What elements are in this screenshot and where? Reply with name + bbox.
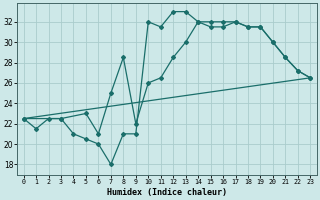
X-axis label: Humidex (Indice chaleur): Humidex (Indice chaleur) xyxy=(107,188,227,197)
